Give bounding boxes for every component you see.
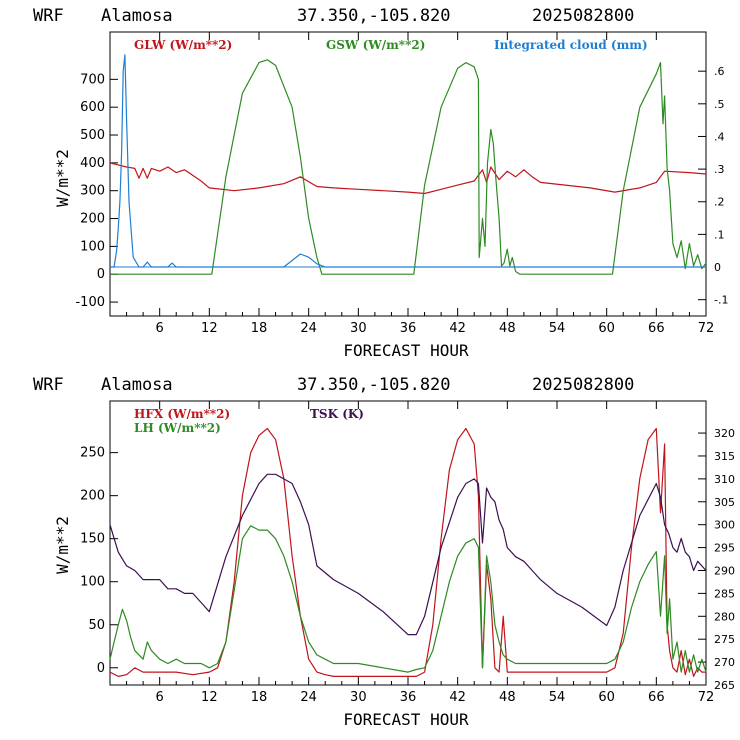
x-tick-label: 72 — [698, 321, 715, 336]
legend-cloud: Integrated cloud (mm) — [494, 38, 648, 52]
y-right-tick-label: .1 — [714, 228, 725, 241]
y-right-tick-label: .3 — [714, 163, 725, 176]
x-tick-label: 18 — [251, 690, 268, 705]
x-tick-label: 48 — [499, 690, 516, 705]
y-right-tick-label: 285 — [714, 587, 735, 600]
y-right-tick-label: .5 — [714, 98, 725, 111]
panel-2-xlabel: FORECAST HOUR — [343, 710, 469, 729]
y-right-tick-label: 280 — [714, 610, 735, 623]
header-init: 2025082800 — [532, 375, 634, 395]
header-site: Alamosa — [101, 6, 173, 26]
panel-1-axes: 6 12 18 24 30 36 42 48 54 60 66 72 -100 0 100 200 300 400… — [75, 32, 728, 336]
y-tick-label: 50 — [88, 618, 105, 633]
panel-1-header: WRF Alamosa 37.350,-105.820 2025082800 — [33, 6, 634, 26]
y-right-tick-label: 295 — [714, 542, 735, 555]
x-tick-label: 24 — [300, 321, 317, 336]
x-tick-label: 54 — [549, 690, 566, 705]
y-tick-label: 200 — [80, 212, 105, 227]
panel-2-frame — [109, 400, 707, 686]
x-tick-label: 42 — [449, 321, 466, 336]
y-tick-label: -100 — [75, 295, 105, 310]
y-tick-label: 150 — [80, 532, 105, 547]
legend-hfx: HFX (W/m**2) — [134, 407, 230, 421]
panel-1-series — [109, 54, 707, 275]
x-tick-label: 60 — [598, 321, 615, 336]
header-model: WRF — [33, 6, 64, 26]
legend-gsw: GSW (W/m**2) — [326, 38, 425, 52]
panel-1-ylabel: W/m**2 — [53, 149, 72, 207]
y-right-tick-label: 275 — [714, 633, 735, 646]
panel-2-header: WRF Alamosa 37.350,-105.820 2025082800 — [33, 375, 634, 395]
x-tick-label: 66 — [648, 321, 665, 336]
y-right-tick-label: 315 — [714, 450, 735, 463]
y-tick-label: 200 — [80, 489, 105, 504]
x-tick-label: 48 — [499, 321, 516, 336]
y-right-tick-label: 320 — [714, 427, 735, 440]
x-tick-label: 54 — [549, 321, 566, 336]
x-tick-label: 12 — [201, 321, 218, 336]
header-site: Alamosa — [101, 375, 173, 395]
header-coords: 37.350,-105.820 — [297, 375, 451, 395]
legend-tsk: TSK (K) — [310, 407, 364, 421]
panel-2-axes: 6 12 18 24 30 36 42 48 54 60 66 72 0 50 100 150 200 250 26… — [80, 401, 735, 705]
y-tick-label: 0 — [97, 661, 105, 676]
y-tick-label: 0 — [97, 267, 105, 282]
x-tick-label: 60 — [598, 690, 615, 705]
x-tick-label: 72 — [698, 690, 715, 705]
y-right-tick-label: 300 — [714, 519, 735, 532]
y-right-tick-label: 310 — [714, 473, 735, 486]
y-tick-label: 700 — [80, 72, 105, 87]
header-coords: 37.350,-105.820 — [297, 6, 451, 26]
panel-1-xlabel: FORECAST HOUR — [343, 341, 469, 360]
panel-1: WRF Alamosa 37.350,-105.820 2025082800 6… — [33, 6, 728, 360]
y-right-tick-label: 270 — [714, 656, 735, 669]
panel-1-frame — [109, 31, 707, 317]
series-line-integrated — [110, 54, 706, 268]
x-tick-label: 24 — [300, 690, 317, 705]
panel-2-ylabel: W/m**2 — [53, 516, 72, 574]
panel-2-series — [109, 427, 707, 678]
y-right-tick-label: 290 — [714, 564, 735, 577]
y-tick-label: 100 — [80, 575, 105, 590]
y-right-tick-label: 0 — [714, 261, 721, 274]
x-tick-label: 30 — [350, 321, 367, 336]
y-tick-label: 250 — [80, 446, 105, 461]
y-right-tick-label: .2 — [714, 196, 725, 209]
y-right-tick-label: .6 — [714, 65, 725, 78]
series-line-glw — [109, 162, 707, 195]
x-tick-label: 18 — [251, 321, 268, 336]
x-tick-label: 66 — [648, 690, 665, 705]
series-line-gsw — [110, 59, 707, 275]
y-tick-label: 400 — [80, 156, 105, 171]
y-right-tick-label: -.1 — [714, 294, 728, 307]
header-model: WRF — [33, 375, 64, 395]
y-right-tick-label: 265 — [714, 679, 735, 692]
legend-glw: GLW (W/m**2) — [134, 38, 232, 52]
legend-lh: LH (W/m**2) — [134, 421, 221, 435]
y-right-tick-label: .4 — [714, 130, 725, 143]
x-tick-label: 36 — [400, 321, 417, 336]
y-right-tick-label: 305 — [714, 496, 735, 509]
x-tick-label: 42 — [449, 690, 466, 705]
y-tick-label: 300 — [80, 184, 105, 199]
header-init: 2025082800 — [532, 6, 634, 26]
y-tick-label: 100 — [80, 239, 105, 254]
x-tick-label: 12 — [201, 690, 218, 705]
x-tick-label: 6 — [156, 321, 164, 336]
series-line-lh — [109, 525, 707, 673]
series-line-hfx — [109, 427, 706, 678]
y-tick-label: 500 — [80, 128, 105, 143]
x-tick-label: 36 — [400, 690, 417, 705]
y-tick-label: 600 — [80, 100, 105, 115]
panel-2: WRF Alamosa 37.350,-105.820 2025082800 6… — [33, 375, 735, 729]
series-line-tsk — [109, 473, 707, 636]
x-tick-label: 30 — [350, 690, 367, 705]
x-tick-label: 6 — [156, 690, 164, 705]
